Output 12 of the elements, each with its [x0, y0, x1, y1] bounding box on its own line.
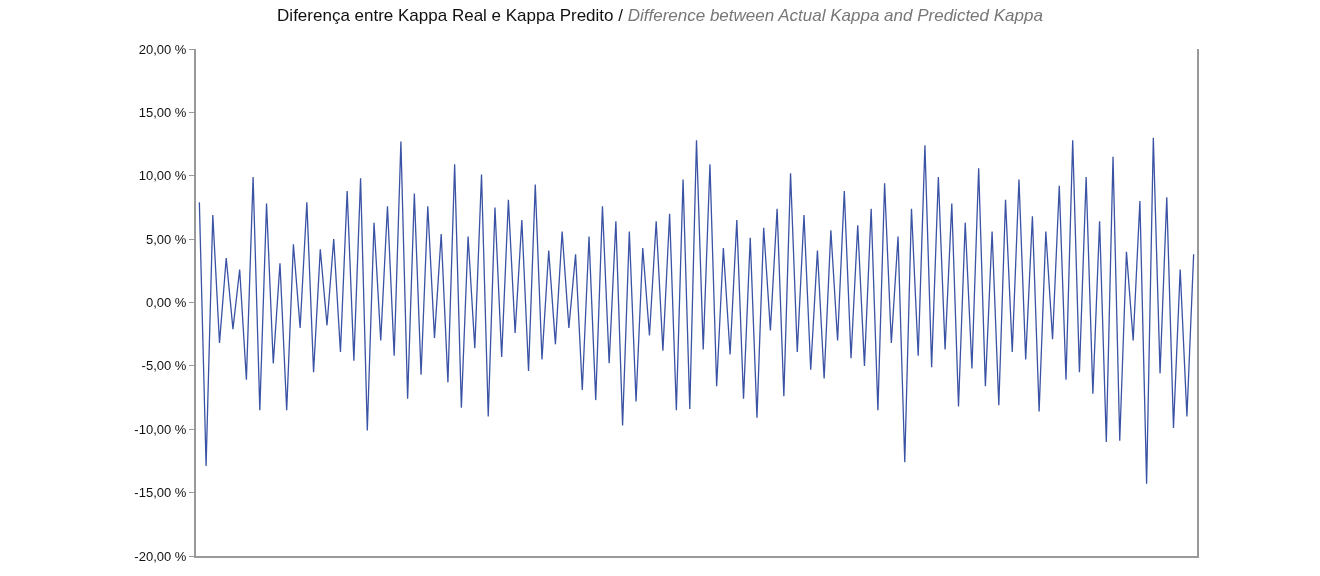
y-tick-label: -15,00 %	[134, 485, 187, 501]
y-tick-label: -10,00 %	[134, 421, 187, 437]
y-tick-label: 10,00 %	[138, 168, 187, 184]
line-series	[198, 137, 1195, 485]
y-tick-label: -20,00 %	[134, 548, 187, 564]
y-tick-label: 0,00 %	[145, 295, 187, 311]
y-tick-label: 15,00 %	[138, 104, 187, 120]
chart-title: Diferença entre Kappa Real e Kappa Predito /	[277, 5, 623, 25]
y-tick-label: -5,00 %	[141, 358, 187, 374]
y-tick-label: 20,00 %	[138, 41, 187, 57]
chart-subtitle: Difference between Actual Kappa and Predicted Kappa	[627, 5, 1043, 25]
y-tick-label: 5,00 %	[145, 231, 187, 247]
